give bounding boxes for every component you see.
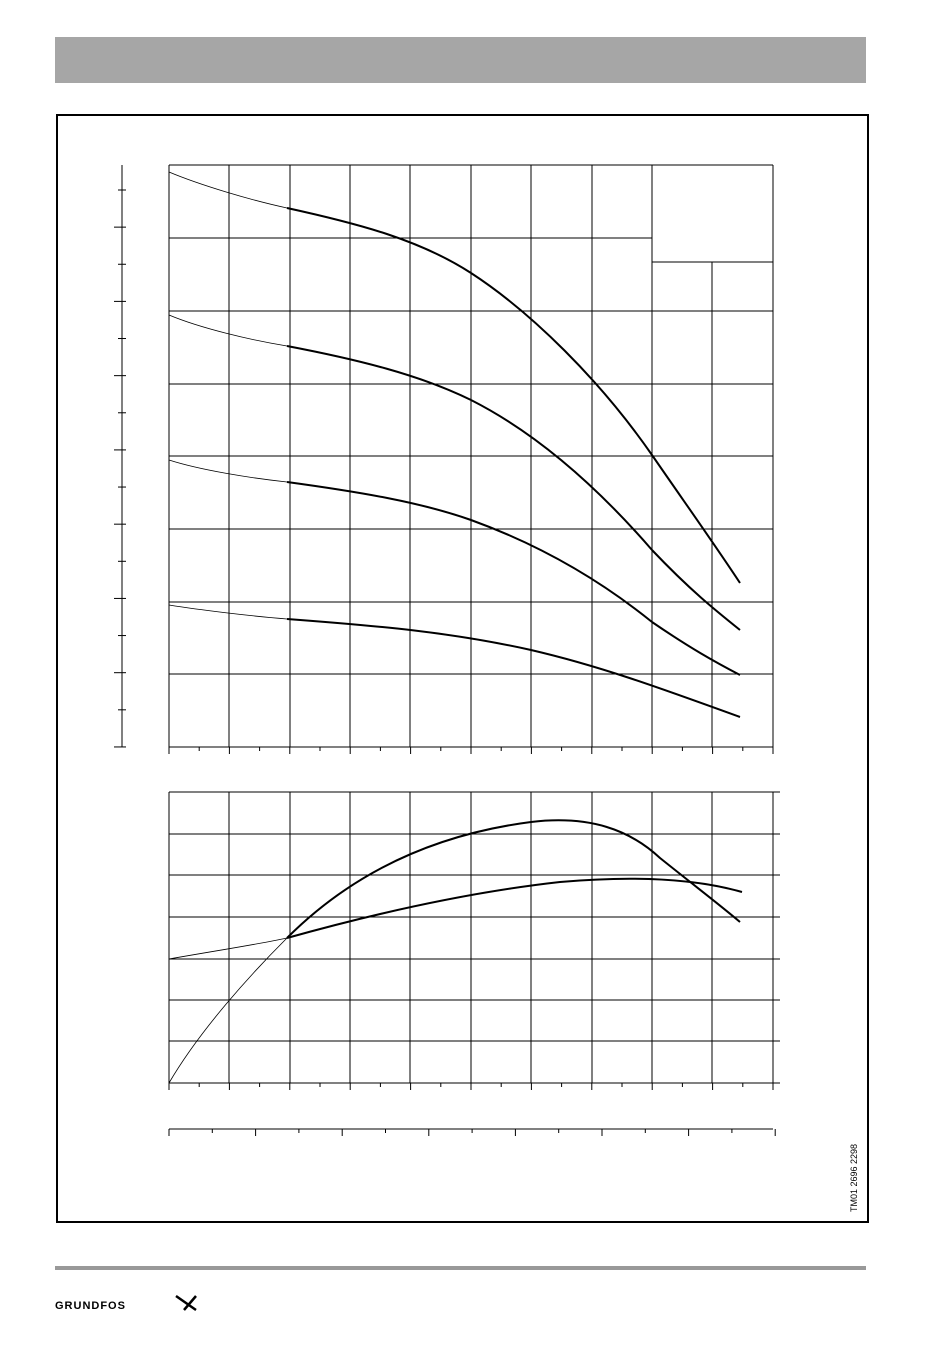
brand-logo: [175, 1294, 197, 1312]
curve: [168, 937, 288, 1084]
curve: [168, 314, 288, 347]
curve: [286, 618, 741, 718]
curve: [168, 937, 288, 960]
efficiency-curves: [168, 819, 743, 1084]
figure-code: TM01 2696 2298: [849, 1144, 859, 1212]
lower-grid: [168, 791, 780, 1136]
curve: [168, 604, 288, 620]
curve: [286, 207, 741, 584]
brand: GRUNDFOS: [55, 1300, 126, 1312]
footer-rule: [55, 1266, 866, 1270]
curve: [286, 819, 741, 939]
header-bar: [55, 37, 866, 83]
upper-grid: [114, 164, 774, 754]
frame: [56, 114, 869, 1223]
curve: [286, 345, 741, 631]
curve: [286, 481, 741, 676]
head-curves: [168, 171, 741, 718]
curve: [168, 459, 288, 483]
curve: [286, 877, 743, 939]
curve: [168, 171, 288, 209]
